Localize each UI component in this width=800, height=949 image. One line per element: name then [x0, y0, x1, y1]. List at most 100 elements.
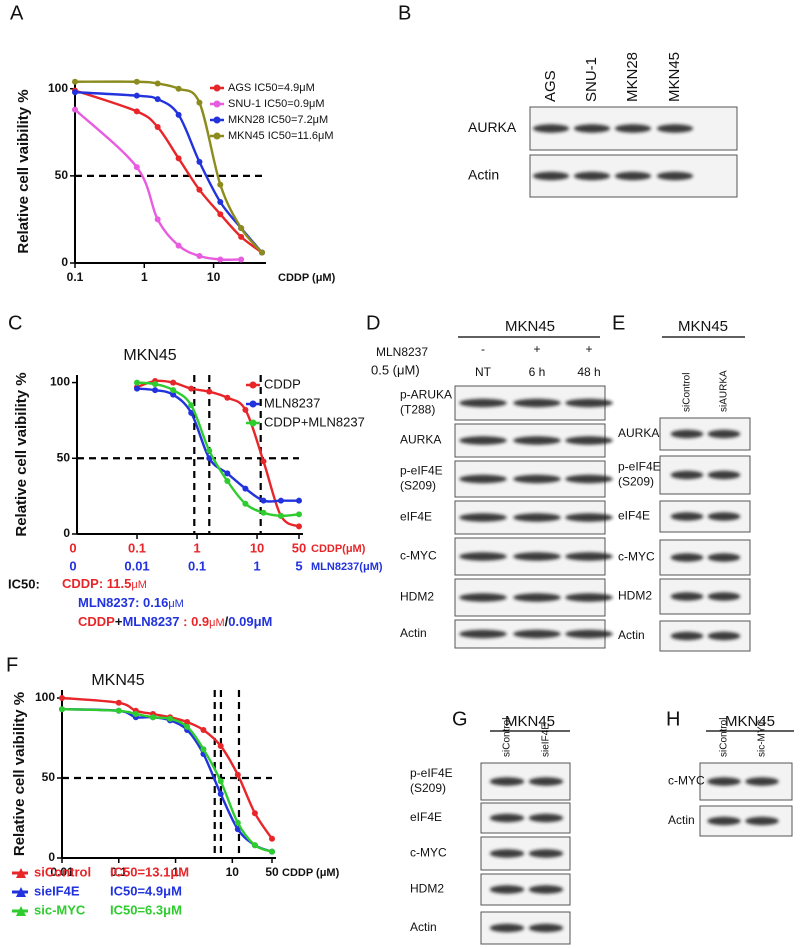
band — [459, 474, 507, 484]
row-label: (S209) — [400, 479, 436, 493]
data-point — [154, 80, 161, 87]
panel-label: A — [10, 2, 24, 24]
panel-label: F — [6, 654, 18, 676]
row-label: HDM2 — [410, 882, 444, 896]
band — [707, 470, 741, 480]
band — [489, 923, 525, 933]
band — [528, 923, 564, 933]
data-point — [217, 256, 224, 263]
data-point — [238, 225, 245, 232]
blot-title: MKN45 — [505, 713, 555, 730]
y-axis-label: Relative cell vaibility % — [15, 89, 32, 253]
row-label: HDM2 — [618, 589, 652, 603]
band — [656, 124, 694, 133]
band — [565, 629, 613, 639]
row-label: c-MYC — [410, 846, 447, 860]
fit-curve — [136, 379, 300, 528]
data-point — [175, 242, 182, 249]
legend-label: AGS IC50=4.9μM — [228, 82, 315, 94]
row-label: Actin — [400, 626, 427, 640]
legend-ic50: IC50=4.9μM — [110, 883, 182, 898]
data-point — [238, 233, 245, 240]
x-tick-label: 0.1 — [110, 865, 127, 879]
band — [489, 849, 525, 858]
panel-label: H — [666, 708, 680, 730]
data-point — [206, 388, 213, 395]
row-label: (S209) — [410, 781, 446, 795]
y-tick-label: 0 — [63, 526, 70, 540]
data-point — [234, 771, 241, 778]
panel-label: B — [398, 2, 411, 24]
data-point — [206, 447, 213, 454]
data-point — [200, 727, 207, 733]
y-tick-label: 0 — [61, 255, 68, 269]
dose-label: 0.5 (μM) — [371, 362, 420, 377]
legend-label: MKN28 IC50=7.2μM — [228, 114, 328, 126]
row-label: p-eIF4E — [400, 464, 443, 478]
data-point — [224, 478, 231, 484]
row-label: Actin — [468, 167, 499, 183]
band — [565, 552, 613, 561]
lane-label: AGS — [542, 70, 559, 102]
band — [573, 171, 611, 181]
band — [459, 436, 507, 445]
treatment-label: MLN8237 — [376, 345, 428, 359]
x-tick-label: 10 — [250, 540, 264, 555]
band — [565, 474, 613, 484]
data-point — [175, 155, 182, 162]
row-label: Actin — [668, 813, 695, 827]
x-tick-label: 1 — [172, 865, 179, 879]
band — [489, 777, 525, 786]
band — [565, 593, 613, 602]
x-tick-label: 50 — [265, 865, 279, 879]
lane-label: MKN45 — [666, 52, 683, 102]
y-tick-label: 100 — [48, 81, 68, 95]
data-point — [167, 715, 174, 722]
x-tick-label: 1 — [253, 558, 260, 573]
legend-label: MKN45 IC50=11.6μM — [228, 130, 334, 142]
x-tick-label: 0.01 — [124, 558, 149, 573]
legend-marker — [16, 906, 26, 916]
band — [707, 816, 741, 826]
data-point — [196, 99, 203, 106]
band — [670, 429, 704, 439]
legend-marker — [213, 132, 221, 140]
lane-label: sic-MYC — [757, 719, 768, 757]
x-tick-label: 1 — [141, 270, 148, 284]
data-point — [59, 695, 65, 701]
data-point — [238, 256, 245, 263]
data-point — [234, 819, 241, 826]
x-tick-label: 0.1 — [188, 558, 206, 573]
panel-label: E — [612, 312, 625, 334]
data-point — [296, 523, 302, 530]
data-point — [154, 96, 161, 103]
data-point — [260, 497, 267, 504]
x-tick-label: 1 — [193, 540, 200, 555]
data-point — [217, 199, 224, 205]
legend-marker — [16, 868, 26, 878]
row-label: AURKA — [618, 426, 659, 440]
x2-origin-label: 0 — [69, 558, 76, 573]
y-tick-label: 50 — [55, 168, 69, 182]
legend-label: MLN8237 — [264, 395, 320, 410]
blot-title: MKN45 — [725, 713, 775, 730]
band — [656, 171, 694, 181]
ic50-segment: 0.09μM — [228, 614, 272, 629]
ic50-segment: μM — [131, 579, 147, 591]
band — [565, 436, 613, 445]
band — [565, 398, 613, 408]
ic50-segment: + — [115, 614, 123, 629]
data-point — [269, 848, 275, 855]
band — [528, 813, 564, 823]
legend-label: SNU-1 IC50=0.9μM — [228, 98, 325, 110]
chart-title: MKN45 — [123, 347, 176, 364]
data-point — [217, 778, 224, 785]
band — [459, 593, 507, 602]
x-axis-label: CDDP (μM) — [278, 272, 336, 284]
data-point — [196, 158, 203, 165]
band — [670, 470, 704, 480]
band — [707, 429, 741, 439]
